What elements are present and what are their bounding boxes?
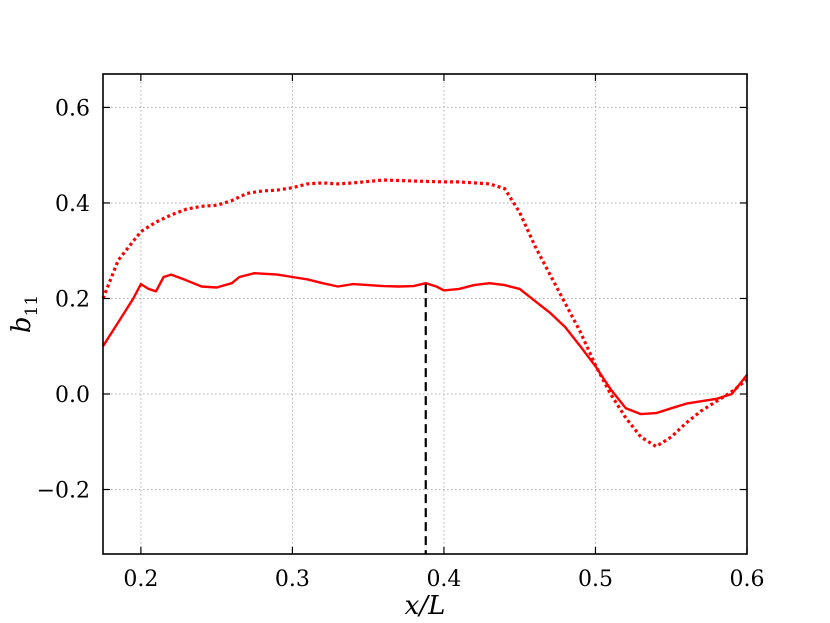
y-axis-label-base: b (7, 316, 37, 333)
y-axis-label-subscript: 11 (22, 295, 42, 317)
series-lines (101, 178, 748, 449)
x-tick-label: 0.5 (578, 567, 613, 592)
series-dotted-line (101, 178, 748, 449)
y-tick-label: 0.4 (55, 192, 90, 217)
plot-frame (102, 73, 748, 555)
y-tick-label: 0.0 (55, 383, 90, 408)
y-tick-label: 0.2 (55, 287, 90, 312)
series-solid-line (101, 272, 748, 416)
y-tick-label: −0.2 (37, 479, 90, 504)
x-tick-label: 0.6 (730, 567, 765, 592)
y-axis-label: b11 (7, 295, 42, 333)
x-tick-label: 0.3 (275, 567, 310, 592)
x-axis-label: x/L (405, 591, 446, 621)
x-tick-label: 0.4 (426, 567, 461, 592)
grid-lines (103, 74, 747, 554)
y-tick-labels: −0.2 0.0 0.2 0.4 0.6 (37, 96, 90, 503)
y-tick-label: 0.6 (55, 96, 90, 121)
x-tick-labels: 0.2 0.3 0.4 0.5 0.6 (123, 567, 764, 592)
x-tick-label: 0.2 (123, 567, 158, 592)
axis-ticks (103, 74, 748, 554)
